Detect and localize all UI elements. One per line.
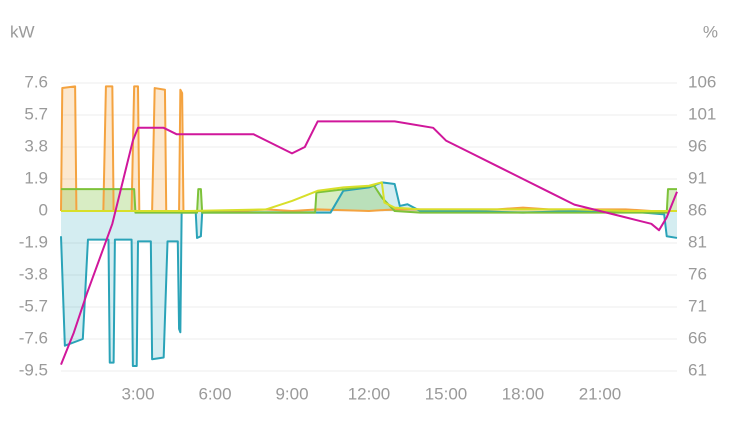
x-tick-label: 3:00 xyxy=(121,384,154,403)
y-tick-label: -5.7 xyxy=(19,296,48,315)
area xyxy=(61,185,677,213)
x-tick-label: 18:00 xyxy=(502,384,545,403)
x-tick-label: 21:00 xyxy=(579,384,622,403)
x-tick-label: 9:00 xyxy=(275,384,308,403)
y-axis-label: kW xyxy=(10,22,35,41)
line xyxy=(60,120,678,365)
y2-tick-label: 106 xyxy=(688,72,716,91)
y-tick-label: -3.8 xyxy=(19,264,48,283)
x-tick-label: 6:00 xyxy=(198,384,231,403)
y-tick-label: -7.6 xyxy=(19,328,48,347)
y2-tick-label: 91 xyxy=(688,168,707,187)
x-tick-label: 15:00 xyxy=(425,384,468,403)
line xyxy=(61,181,677,212)
y2-tick-label: 76 xyxy=(688,264,707,283)
y2-tick-label: 81 xyxy=(688,232,707,251)
y-tick-label: -1.9 xyxy=(19,232,48,251)
y-tick-label: 1.9 xyxy=(24,168,48,187)
y-tick-label: 7.6 xyxy=(24,72,48,91)
y2-tick-label: 66 xyxy=(688,328,707,347)
y-tick-label: 3.8 xyxy=(24,136,48,155)
x-tick-label: 12:00 xyxy=(348,384,391,403)
line xyxy=(60,85,677,212)
y-tick-label: 0 xyxy=(39,200,48,219)
y2-tick-label: 86 xyxy=(688,200,707,219)
y2-tick-label: 71 xyxy=(688,296,707,315)
y-tick-label: 5.7 xyxy=(24,104,48,123)
y2-axis-label: % xyxy=(703,22,718,41)
y2-tick-label: 101 xyxy=(688,104,716,123)
y-tick-label: -9.5 xyxy=(19,360,48,379)
line xyxy=(60,181,678,367)
y2-tick-label: 96 xyxy=(688,136,707,155)
y2-tick-label: 61 xyxy=(688,360,707,379)
